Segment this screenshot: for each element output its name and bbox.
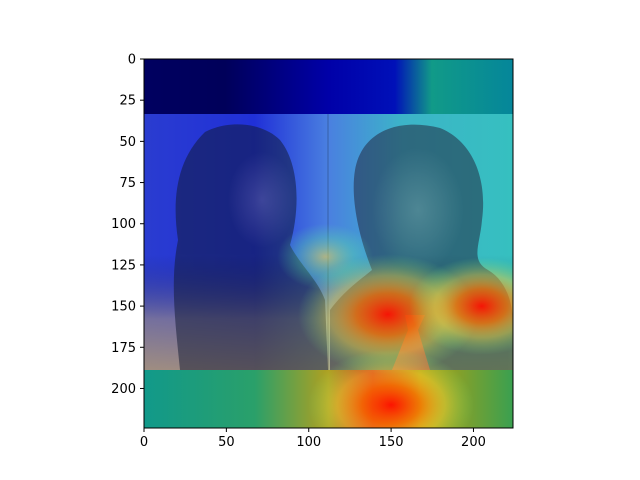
- right-person-face: [372, 148, 464, 272]
- x-axis: 0 50 100 150 200: [140, 428, 486, 450]
- heat-hotspot-3: [409, 257, 513, 355]
- left-person-face: [228, 152, 296, 248]
- y-tick-label-100: 100: [111, 217, 136, 232]
- plot-area: [144, 59, 513, 428]
- y-tick-label-75: 75: [119, 176, 136, 191]
- y-axis: 0 25 50 75 100 125 150 175 200: [111, 53, 144, 397]
- x-tick-label-150: 150: [379, 435, 404, 450]
- heat-hotspot-2: [308, 349, 475, 428]
- y-tick-label-200: 200: [111, 382, 136, 397]
- x-tick-label-50: 50: [218, 435, 235, 450]
- heat-top-band: [144, 59, 513, 114]
- y-tick-label-25: 25: [119, 94, 136, 109]
- x-tick-label-0: 0: [140, 435, 148, 450]
- x-tick-label-100: 100: [296, 435, 321, 450]
- y-tick-label-150: 150: [111, 300, 136, 315]
- heat-hotspots: [277, 223, 513, 428]
- x-tick-label-200: 200: [461, 435, 486, 450]
- y-tick-label-0: 0: [128, 53, 136, 68]
- y-tick-label-175: 175: [111, 341, 136, 356]
- heat-hotspot-4: [277, 223, 374, 290]
- plot-frame: [143, 58, 514, 429]
- y-tick-label-125: 125: [111, 258, 136, 273]
- y-tick-label-50: 50: [119, 135, 136, 150]
